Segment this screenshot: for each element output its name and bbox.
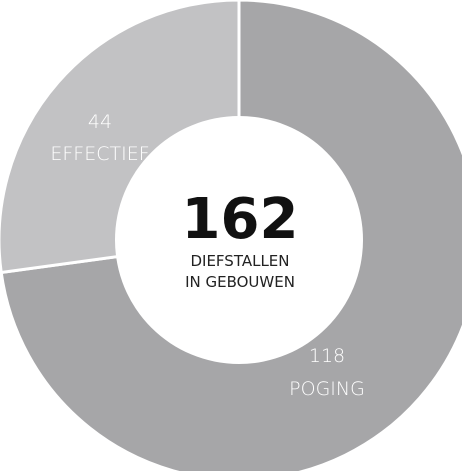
center-caption-line2: IN GEBOUWEN [185,273,295,291]
slice-category-label-poging: POGING [289,378,365,400]
center-caption-line1: DIEFSTALLEN [190,252,289,270]
center-total: 162 [182,187,299,252]
slice-value-label-poging: 118 [309,345,345,367]
slice-value-label-effectief: 44 [88,111,112,133]
donut-hole [115,116,363,364]
slice-category-label-effectief: EFFECTIEF [50,143,149,165]
